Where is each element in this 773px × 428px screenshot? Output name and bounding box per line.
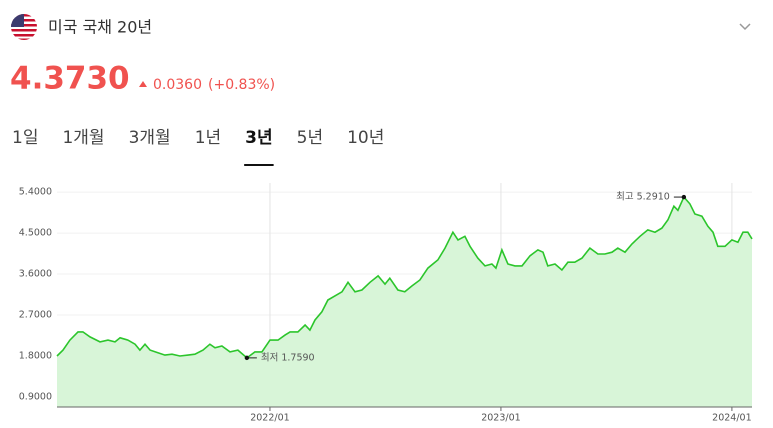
- period-tabs: 1일 1개월 3개월 1년 3년 5년 10년: [12, 128, 384, 166]
- y-tick-label: 4.5000: [19, 228, 52, 239]
- tab[interactable]: 1년: [195, 128, 221, 148]
- change: 0.0360: [153, 77, 202, 93]
- title: 미국 국채 20년: [48, 18, 152, 37]
- plot: 0.9000 1.8000 2.7000 3.6000 4.5000 5.4000 2022…: [19, 183, 753, 424]
- extreme-point: [244, 355, 250, 361]
- x-tick-label: 2023/01: [481, 413, 520, 424]
- us-flag: [11, 14, 37, 40]
- price-line: [56, 195, 753, 359]
- y-tick-label: 5.4000: [19, 187, 52, 198]
- annotation-value: 5.2910: [637, 192, 670, 203]
- y-tick-label: 1.8000: [19, 351, 52, 362]
- tab[interactable]: 1일: [12, 128, 38, 148]
- annotation-value: 1.7590: [281, 352, 314, 363]
- area-fill: [57, 197, 752, 407]
- y-tick-label: 2.7000: [19, 310, 52, 321]
- active-tab-underline: [244, 164, 274, 166]
- annotation-label: 최저: [261, 352, 278, 363]
- tab[interactable]: 3개월: [129, 128, 171, 148]
- extreme-point: [681, 194, 687, 200]
- tab[interactable]: 10년: [347, 128, 384, 148]
- price: 4.3730: [10, 61, 130, 97]
- annotation-label: 최고: [616, 192, 634, 203]
- tab[interactable]: 5년: [297, 128, 323, 148]
- y-tick-label: 3.6000: [19, 269, 52, 280]
- tab[interactable]: 1개월: [62, 128, 104, 148]
- up-arrow: [139, 81, 147, 87]
- x-tick-label: 2022/01: [250, 413, 289, 424]
- x-tick-label: 2024/01: [712, 413, 751, 424]
- expand-chevron[interactable]: [739, 23, 751, 31]
- y-tick-label: 0.9000: [19, 391, 52, 402]
- change-pct: (+0.83%): [208, 77, 275, 93]
- tab[interactable]: 3년: [245, 128, 272, 148]
